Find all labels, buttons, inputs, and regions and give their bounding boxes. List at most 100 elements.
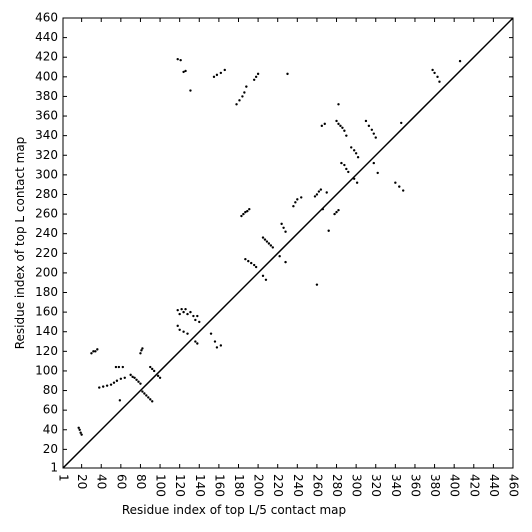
contact-point	[376, 171, 379, 175]
contact-point	[196, 314, 199, 318]
contact-point	[282, 226, 285, 230]
contact-point	[250, 261, 253, 265]
contact-point	[245, 85, 248, 88]
x-tick-label: 360	[408, 474, 422, 497]
x-tick-label: 120	[173, 474, 187, 497]
contact-point	[264, 278, 268, 281]
y-tick-label: 240	[35, 226, 58, 240]
contact-point	[105, 384, 109, 387]
contact-point	[77, 426, 80, 430]
contact-point	[364, 119, 368, 123]
contact-point	[115, 379, 119, 382]
contact-point	[394, 181, 397, 184]
contact-point	[458, 59, 462, 63]
contact-point	[269, 244, 273, 247]
contact-point	[372, 132, 375, 135]
contact-point	[284, 260, 287, 264]
y-tick-label: 400	[35, 69, 58, 83]
contact-point	[219, 71, 223, 75]
x-tick-label: 400	[448, 474, 462, 497]
contact-point	[117, 365, 121, 369]
y-tick-label: 320	[35, 148, 58, 162]
contact-point	[186, 332, 189, 335]
contact-point	[212, 75, 216, 79]
contact-point	[133, 376, 136, 380]
contact-point	[242, 212, 245, 216]
contact-point	[261, 236, 265, 239]
y-tick-label: 300	[35, 167, 58, 181]
contact-point	[337, 122, 340, 126]
x-tick-label: 260	[310, 474, 324, 497]
x-tick-label: 140	[193, 474, 207, 497]
contact-point	[192, 314, 195, 318]
x-tick-label: 200	[252, 474, 266, 497]
contact-point	[241, 95, 244, 98]
contact-point	[243, 91, 246, 94]
contact-point	[151, 367, 154, 371]
contact-point	[333, 212, 336, 216]
contact-point	[327, 229, 330, 232]
contact-point	[139, 382, 142, 385]
y-tick-label: 160	[35, 305, 58, 319]
contact-point	[438, 80, 441, 83]
contact-point	[189, 310, 192, 314]
y-tick-label: 180	[35, 285, 58, 299]
contact-point	[356, 156, 360, 159]
contact-point	[215, 73, 219, 77]
x-tick-label: 180	[232, 474, 246, 497]
contact-point	[319, 188, 323, 191]
x-tick-label: 280	[330, 474, 344, 497]
contact-point	[194, 340, 197, 343]
contact-point	[321, 207, 325, 211]
contact-point	[178, 328, 181, 331]
x-tick-label: 1	[57, 474, 71, 482]
y-tick-label: 440	[35, 30, 58, 44]
contact-point	[347, 170, 350, 174]
contact-point	[178, 312, 181, 316]
y-tick-label: 460	[35, 11, 58, 25]
contact-point	[194, 318, 197, 322]
y-tick-label: 260	[35, 207, 58, 221]
contact-point	[215, 346, 219, 349]
contact-point	[284, 230, 287, 233]
contact-point	[343, 129, 346, 132]
contact-point	[340, 161, 343, 165]
y-tick-label: 420	[35, 50, 58, 64]
contact-point	[263, 238, 267, 241]
contact-point	[139, 352, 142, 355]
contact-point	[180, 307, 183, 311]
x-tick-label: 460	[507, 474, 521, 497]
x-tick-label: 220	[271, 474, 285, 497]
plot-frame	[62, 17, 514, 469]
contact-point	[196, 342, 199, 345]
contact-point	[286, 72, 289, 76]
contact-point	[247, 259, 250, 263]
y-tick-label: 360	[35, 109, 58, 123]
contact-point	[135, 378, 138, 381]
contact-point	[313, 195, 317, 198]
y-tick-label: 340	[35, 128, 58, 142]
contact-point	[137, 380, 140, 383]
contact-point	[240, 214, 243, 218]
x-tick-label: 80	[134, 474, 148, 489]
contact-point	[355, 181, 359, 184]
contact-point	[182, 310, 185, 314]
contact-point	[320, 124, 324, 128]
y-tick-label: 40	[43, 422, 58, 436]
y-tick-label: 20	[43, 442, 58, 456]
contact-point	[370, 128, 374, 131]
contact-point	[158, 376, 162, 380]
y-axis-label: Residue index of top L contact map	[13, 137, 27, 350]
contact-point	[114, 365, 118, 369]
contact-point	[292, 205, 295, 208]
contact-point	[372, 161, 375, 165]
contact-point	[254, 75, 258, 79]
contact-point	[337, 208, 340, 212]
contact-point	[341, 126, 344, 130]
diagonal-line	[62, 17, 514, 469]
contact-point	[90, 352, 93, 355]
contact-point	[92, 350, 95, 353]
contact-point	[252, 263, 256, 267]
contact-point	[118, 399, 122, 402]
